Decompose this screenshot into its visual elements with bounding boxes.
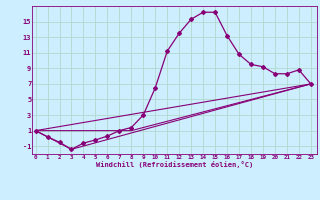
X-axis label: Windchill (Refroidissement éolien,°C): Windchill (Refroidissement éolien,°C) — [96, 161, 253, 168]
